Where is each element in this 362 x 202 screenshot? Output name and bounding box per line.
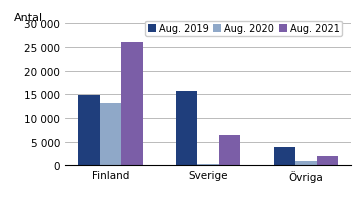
Bar [121,43,143,166]
Bar [274,147,295,166]
Bar [197,164,219,166]
Bar [317,156,338,166]
Legend: Aug. 2019, Aug. 2020, Aug. 2021: Aug. 2019, Aug. 2020, Aug. 2021 [145,21,342,37]
Bar [78,96,100,166]
Text: Antal: Antal [14,13,43,23]
Bar [295,161,317,166]
Bar [219,135,240,166]
Bar [100,103,121,166]
Bar [176,91,197,166]
